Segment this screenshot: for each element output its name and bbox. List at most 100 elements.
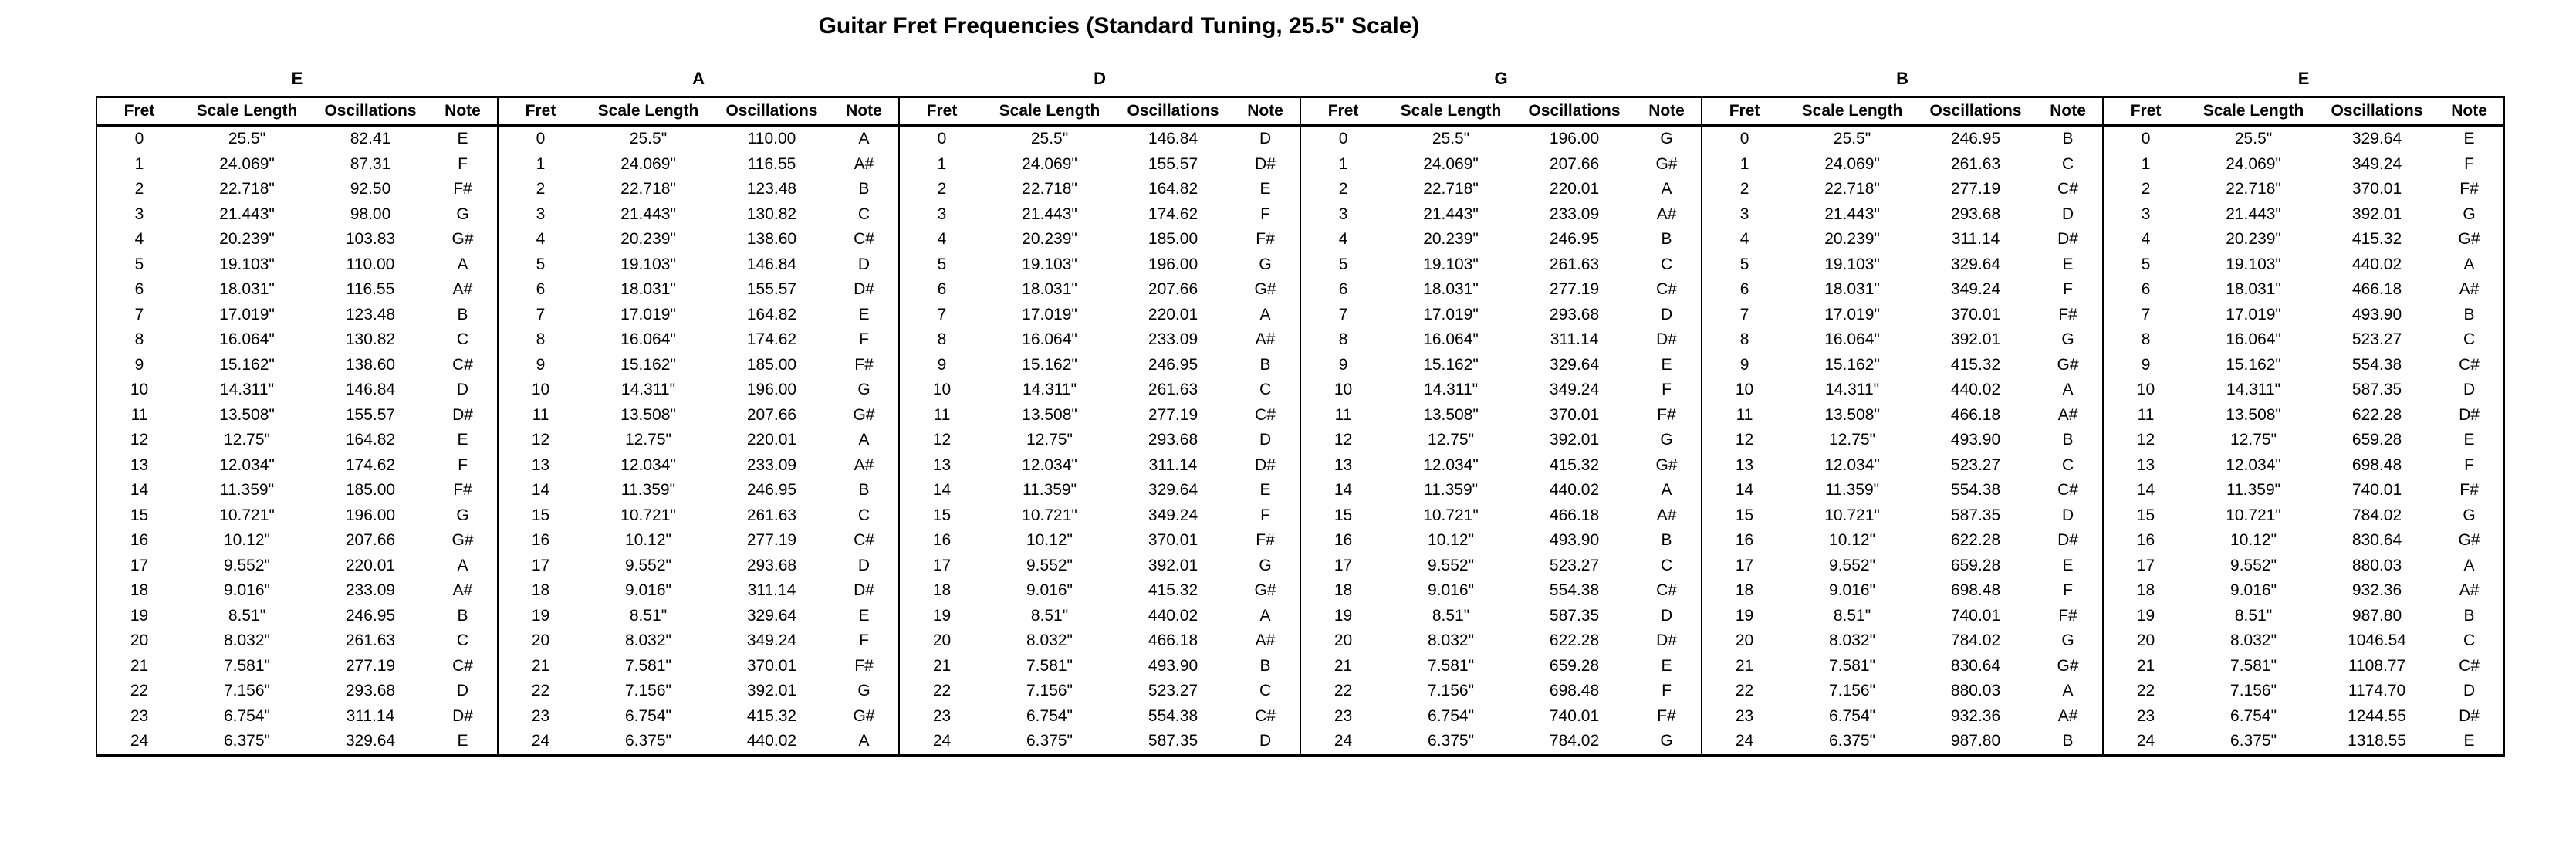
frequency-cell: 277.19 xyxy=(1549,280,1600,299)
scale-length-cell: 6.375" xyxy=(1385,729,1517,757)
scale-length-cell: 21.443" xyxy=(1423,205,1479,223)
note-cell: A# xyxy=(830,151,901,177)
scale-length-cell: 25.5" xyxy=(228,130,266,148)
note-cell: C# xyxy=(2435,352,2506,378)
frequency-cell: 392.01 xyxy=(1148,556,1198,574)
fret-cell: 24 xyxy=(2102,729,2189,757)
note-cell: E xyxy=(1632,653,1703,679)
fret-cell: 1 xyxy=(898,151,985,177)
frequency-cell: 164.82 xyxy=(345,431,396,449)
fret-cell: 8 xyxy=(497,327,583,353)
table-row: 6 18.031" 116.55 A# 6 18.031" 155.57 D# 6 18.031"… xyxy=(96,277,2506,303)
fret-cell: 3 xyxy=(1701,201,1787,227)
oscillations-column-header: Oscillations xyxy=(313,96,428,127)
fret-cell: 3 xyxy=(898,201,985,227)
fret-cell: 15 xyxy=(1300,503,1386,528)
frequency-cell: 392.01 xyxy=(2351,205,2402,223)
note-cell: D xyxy=(428,679,499,704)
scale-length-cell: 14.311" xyxy=(1022,381,1077,399)
fret-cell: 20 xyxy=(96,628,181,654)
scale-length-column-header: Scale Length xyxy=(181,96,313,127)
scale-length-cell: 6.754" xyxy=(1026,706,1073,725)
scale-length-cell: 12.75" xyxy=(1428,431,1475,449)
frequency-cell: 415.32 xyxy=(1148,581,1198,600)
table-row: 19 8.51" 246.95 B 19 8.51" 329.64 E 19 8.51" 440.0… xyxy=(96,603,2506,628)
note-cell: D xyxy=(2033,201,2104,227)
scale-length-cell: 8.51" xyxy=(1432,606,1470,625)
scale-length-cell: 7.581" xyxy=(1829,656,1876,675)
fret-cell: 24 xyxy=(96,729,181,757)
fret-cell: 18 xyxy=(898,578,985,604)
frequency-cell: 207.66 xyxy=(1549,154,1600,173)
scale-length-cell: 9.552" xyxy=(223,556,270,574)
note-cell: E xyxy=(2435,428,2506,453)
table-row: 1 24.069" 87.31 F 1 24.069" 116.55 A# 1 24.069" 15… xyxy=(96,151,2506,177)
note-cell: F# xyxy=(830,352,901,378)
scale-length-cell: 9.016" xyxy=(223,581,270,600)
frequency-cell: 92.50 xyxy=(350,180,391,198)
scale-length-cell: 14.311" xyxy=(2226,381,2281,399)
fret-cell: 15 xyxy=(898,503,985,528)
note-cell: A xyxy=(2033,378,2104,403)
note-cell: D# xyxy=(1632,327,1703,353)
table-row: 22 7.156" 293.68 D 22 7.156" 392.01 G 22 7.156" 52… xyxy=(96,679,2506,704)
note-column-header: Note xyxy=(1632,96,1703,127)
fret-cell: 12 xyxy=(898,428,985,453)
fret-cell: 6 xyxy=(497,277,583,303)
scale-length-cell: 6.754" xyxy=(223,706,270,725)
scale-length-cell: 15.162" xyxy=(620,355,676,374)
string-label: E xyxy=(291,69,303,88)
fret-cell: 6 xyxy=(1701,277,1787,303)
frequency-cell: 174.62 xyxy=(1148,205,1198,223)
note-cell: F# xyxy=(1632,703,1703,729)
fret-cell: 12 xyxy=(96,428,181,453)
frequency-cell: 554.38 xyxy=(1950,481,2001,500)
frequency-cell: 329.64 xyxy=(313,729,428,757)
frequency-cell: 698.48 xyxy=(1549,682,1600,700)
note-cell: D xyxy=(830,553,901,578)
fret-column-header: Fret xyxy=(898,96,985,127)
oscillations-column-header: Oscillations xyxy=(2319,96,2436,127)
scale-length-cell: 24.069" xyxy=(1423,154,1479,173)
fret-cell: 11 xyxy=(898,402,985,428)
table-row: 20 8.032" 261.63 C 20 8.032" 349.24 F 20 8.032" 46… xyxy=(96,628,2506,654)
frequency-cell: 1108.77 xyxy=(2348,656,2406,675)
note-cell: F# xyxy=(2033,302,2104,327)
scale-length-cell: 16.064" xyxy=(1423,330,1479,349)
scale-length-cell: 7.581" xyxy=(1428,656,1475,675)
frequency-cell: 329.64 xyxy=(1148,481,1198,500)
scale-length-cell: 15.162" xyxy=(1423,355,1479,374)
note-cell: D xyxy=(1231,428,1302,453)
fret-cell: 24 xyxy=(1300,729,1386,757)
scale-length-cell: 12.75" xyxy=(2230,431,2277,449)
fret-cell: 17 xyxy=(1701,553,1787,578)
note-cell: G# xyxy=(2033,352,2104,378)
fret-cell: 8 xyxy=(2102,327,2189,353)
note-cell: D# xyxy=(830,578,901,604)
scale-length-cell: 8.032" xyxy=(2230,632,2277,650)
frequency-cell: 415.32 xyxy=(1549,455,1600,474)
frequency-cell: 554.38 xyxy=(1549,581,1600,600)
fret-cell: 8 xyxy=(96,327,181,353)
scale-length-cell: 15.162" xyxy=(1824,355,1880,374)
frequency-cell: 740.01 xyxy=(1549,706,1600,725)
scale-length-cell: 12.75" xyxy=(624,431,671,449)
note-cell: F xyxy=(2033,578,2104,604)
fret-cell: 22 xyxy=(1300,679,1386,704)
frequency-cell: 220.01 xyxy=(1549,180,1600,198)
fret-cell: 23 xyxy=(497,703,583,729)
scale-length-cell: 25.5" xyxy=(2234,130,2273,148)
frequency-cell: 261.63 xyxy=(1148,381,1198,399)
frequency-cell: 233.09 xyxy=(1148,330,1198,349)
fret-cell: 1 xyxy=(1701,151,1787,177)
fret-cell: 4 xyxy=(898,227,985,252)
scale-length-cell: 22.718" xyxy=(219,180,275,198)
note-cell: E xyxy=(1231,478,1302,503)
fret-cell: 5 xyxy=(2102,252,2189,277)
scale-length-cell: 9.552" xyxy=(2230,556,2277,574)
table-row: 8 16.064" 130.82 C 8 16.064" 174.62 F 8 16.064" 23… xyxy=(96,327,2506,353)
note-cell: F# xyxy=(2033,603,2104,628)
scale-length-cell: 15.162" xyxy=(219,355,275,374)
scale-length-cell: 22.718" xyxy=(2226,180,2281,198)
note-cell: A xyxy=(1632,177,1703,202)
